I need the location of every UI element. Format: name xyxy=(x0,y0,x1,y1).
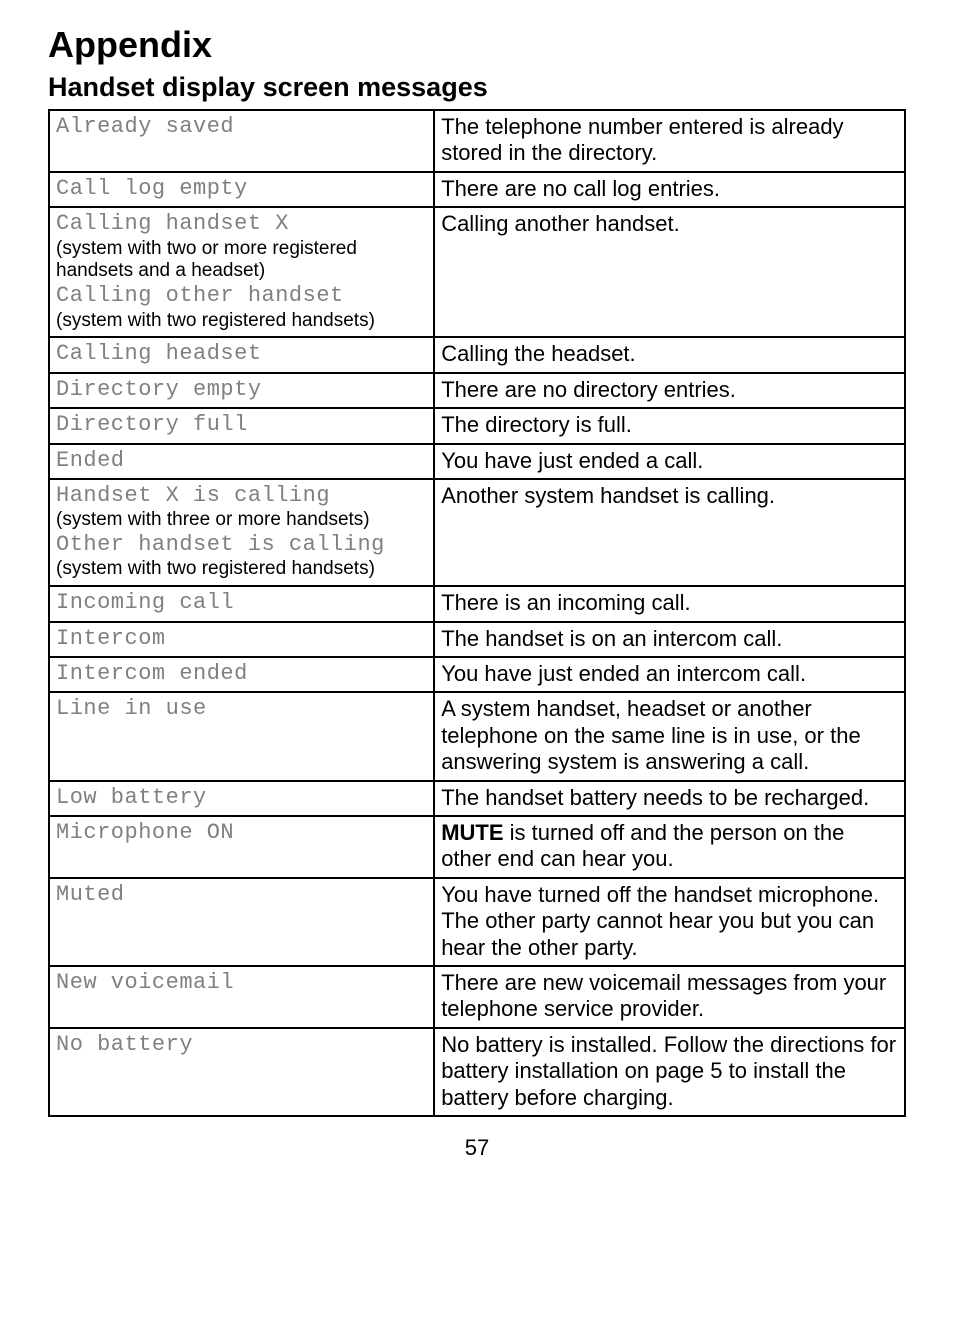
message-cell: Incoming call xyxy=(49,586,434,621)
description-cell: Calling the headset. xyxy=(434,337,905,372)
description-cell: There are no directory entries. xyxy=(434,373,905,408)
table-row: Muted You have turned off the handset mic… xyxy=(49,878,905,966)
messages-table: Already saved The telephone number entere… xyxy=(48,109,906,1117)
message-cell: Ended xyxy=(49,444,434,479)
description-cell: The telephone number entered is already … xyxy=(434,110,905,172)
table-row: Microphone ON MUTE is turned off and the … xyxy=(49,816,905,878)
system-note: (system with two registered handsets) xyxy=(56,558,427,581)
lcd-text: Muted xyxy=(56,882,427,908)
lcd-text: Directory empty xyxy=(56,377,427,403)
lcd-text: Low battery xyxy=(56,785,427,811)
table-row: Intercom ended You have just ended an int… xyxy=(49,657,905,692)
appendix-heading: Appendix xyxy=(48,24,906,66)
lcd-text: Incoming call xyxy=(56,590,427,616)
table-row: Intercom The handset is on an intercom ca… xyxy=(49,622,905,657)
system-note: (system with three or more handsets) xyxy=(56,509,427,532)
message-cell: Directory full xyxy=(49,408,434,443)
lcd-text: Calling other handset xyxy=(56,283,427,309)
description-cell: Another system handset is calling. xyxy=(434,479,905,586)
description-cell: There is an incoming call. xyxy=(434,586,905,621)
description-cell: The handset battery needs to be recharge… xyxy=(434,781,905,816)
description-cell: You have just ended a call. xyxy=(434,444,905,479)
lcd-text: Handset X is calling xyxy=(56,483,427,509)
table-row: No battery No battery is installed. Follo… xyxy=(49,1028,905,1116)
table-row: New voicemail There are new voicemail mes… xyxy=(49,966,905,1028)
description-cell: You have just ended an intercom call. xyxy=(434,657,905,692)
table-row: Low battery The handset battery needs to … xyxy=(49,781,905,816)
lcd-text: Other handset is calling xyxy=(56,532,427,558)
description-cell: The directory is full. xyxy=(434,408,905,443)
lcd-text: Intercom xyxy=(56,626,427,652)
description-cell: Calling another handset. xyxy=(434,207,905,337)
description-cell: The handset is on an intercom call. xyxy=(434,622,905,657)
lcd-text: Calling headset xyxy=(56,341,427,367)
table-row: Ended You have just ended a call. xyxy=(49,444,905,479)
section-subheading: Handset display screen messages xyxy=(48,72,906,103)
lcd-text: No battery xyxy=(56,1032,427,1058)
message-cell: Calling handset X(system with two or mor… xyxy=(49,207,434,337)
lcd-text: Already saved xyxy=(56,114,427,140)
message-cell: Calling headset xyxy=(49,337,434,372)
message-cell: Low battery xyxy=(49,781,434,816)
message-cell: Microphone ON xyxy=(49,816,434,878)
message-cell: New voicemail xyxy=(49,966,434,1028)
description-cell: No battery is installed. Follow the dire… xyxy=(434,1028,905,1116)
message-cell: Muted xyxy=(49,878,434,966)
description-cell: There are no call log entries. xyxy=(434,172,905,207)
message-cell: Call log empty xyxy=(49,172,434,207)
system-note: (system with two registered handsets) xyxy=(56,310,427,333)
table-row: Call log empty There are no call log entr… xyxy=(49,172,905,207)
description-cell: A system handset, headset or another tel… xyxy=(434,692,905,780)
table-row: Directory full The directory is full. xyxy=(49,408,905,443)
message-cell: Already saved xyxy=(49,110,434,172)
message-cell: Intercom ended xyxy=(49,657,434,692)
table-row: Handset X is calling(system with three o… xyxy=(49,479,905,586)
message-cell: Intercom xyxy=(49,622,434,657)
lcd-text: Call log empty xyxy=(56,176,427,202)
page-number: 57 xyxy=(48,1135,906,1161)
lcd-text: Microphone ON xyxy=(56,820,427,846)
description-cell: MUTE is turned off and the person on the… xyxy=(434,816,905,878)
table-row: Calling headset Calling the headset. xyxy=(49,337,905,372)
message-cell: No battery xyxy=(49,1028,434,1116)
description-cell: You have turned off the handset micropho… xyxy=(434,878,905,966)
table-row: Incoming call There is an incoming call. xyxy=(49,586,905,621)
lcd-text: Line in use xyxy=(56,696,427,722)
table-row: Directory empty There are no directory en… xyxy=(49,373,905,408)
table-row: Calling handset X(system with two or mor… xyxy=(49,207,905,337)
lcd-text: New voicemail xyxy=(56,970,427,996)
lcd-text: Intercom ended xyxy=(56,661,427,687)
lcd-text: Ended xyxy=(56,448,427,474)
table-row: Already saved The telephone number entere… xyxy=(49,110,905,172)
description-cell: There are new voicemail messages from yo… xyxy=(434,966,905,1028)
message-cell: Line in use xyxy=(49,692,434,780)
table-row: Line in use A system handset, headset or … xyxy=(49,692,905,780)
message-cell: Directory empty xyxy=(49,373,434,408)
system-note: (system with two or more registered hand… xyxy=(56,238,427,284)
message-cell: Handset X is calling(system with three o… xyxy=(49,479,434,586)
lcd-text: Directory full xyxy=(56,412,427,438)
lcd-text: Calling handset X xyxy=(56,211,427,237)
